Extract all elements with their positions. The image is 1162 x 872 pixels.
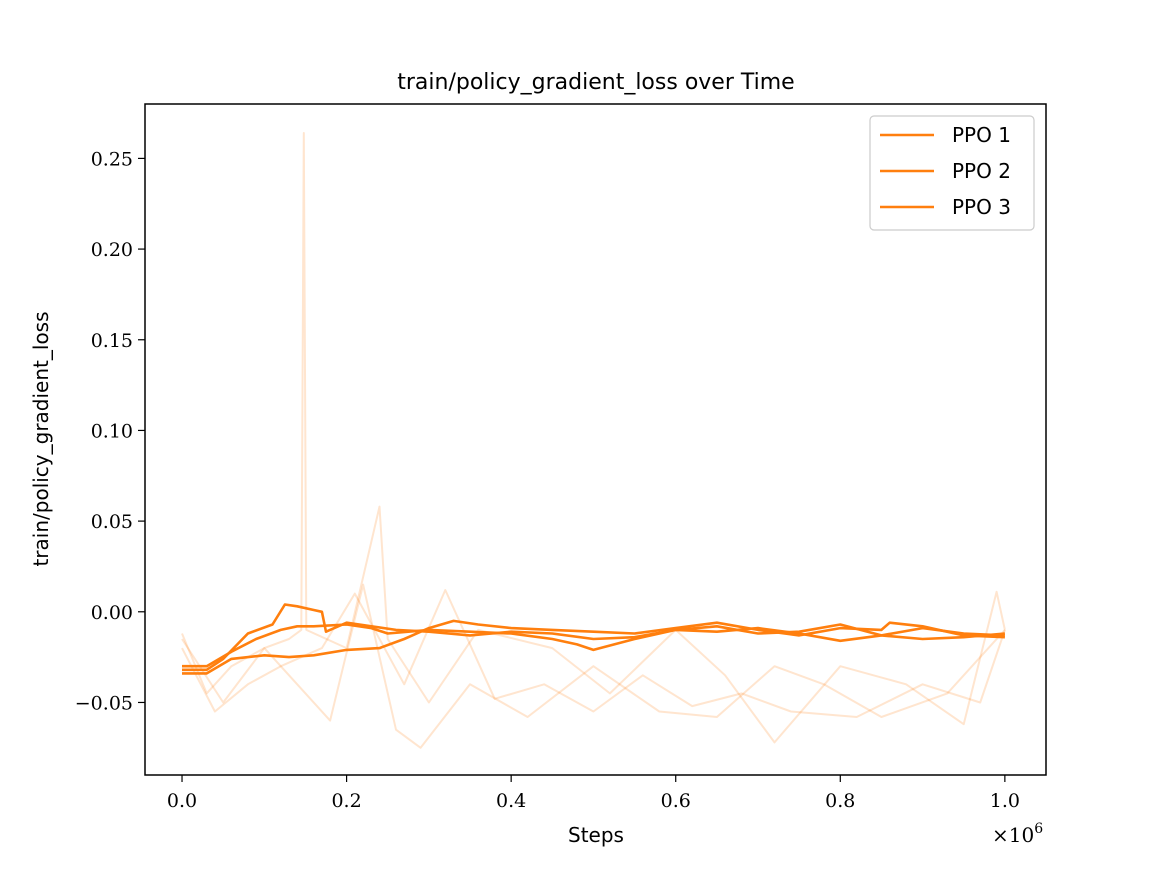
y-tick-label: 0.05 — [91, 511, 133, 533]
y-tick-label: 0.20 — [91, 239, 133, 261]
y-tick-label: 0.15 — [91, 330, 133, 352]
y-tick-label: 0.25 — [91, 148, 133, 170]
legend-label-ppo-1: PPO 1 — [952, 123, 1011, 147]
x-tick-label: 0.4 — [496, 790, 526, 812]
x-tick-label: 0.0 — [167, 790, 197, 812]
y-tick-label: 0.10 — [91, 420, 133, 442]
smoothed-line-ppo-1 — [182, 603, 1005, 672]
y-tick-label: −0.05 — [75, 692, 133, 714]
legend-box — [869, 115, 1035, 231]
legend-label-ppo-3: PPO 3 — [952, 195, 1011, 219]
y-axis-label: train/policy_gradient_loss — [29, 311, 53, 566]
raw-series-layer — [181, 132, 1006, 749]
smoothed-line-ppo-2 — [182, 623, 1006, 668]
x-tick-label: 1.0 — [990, 790, 1020, 812]
x-tick-label: 0.8 — [825, 790, 855, 812]
raw-line-ppo-1 — [181, 132, 1006, 744]
plot-frame — [144, 103, 1047, 776]
smoothed-series-layer — [182, 603, 1006, 675]
x-tick-label: 0.2 — [331, 790, 361, 812]
smoothed-line-ppo-3 — [182, 619, 1005, 675]
x-axis-multiplier: ×106 — [992, 821, 1043, 847]
chart-title: train/policy_gradient_loss over Time — [397, 70, 794, 95]
legend-label-ppo-2: PPO 2 — [952, 159, 1011, 183]
x-axis-ticks: 0.0 0.2 0.4 0.6 0.8 1.0 — [167, 775, 1020, 812]
x-axis-label: Steps — [568, 823, 624, 847]
legend: PPO 1 PPO 2 PPO 3 — [869, 115, 1035, 231]
raw-line-ppo-2 — [181, 583, 1006, 749]
y-axis-ticks: −0.05 0.00 0.05 0.10 0.15 0.20 0.25 — [75, 148, 145, 714]
y-tick-label: 0.00 — [91, 602, 133, 624]
x-tick-label: 0.6 — [661, 790, 691, 812]
raw-line-ppo-3 — [181, 589, 1006, 718]
